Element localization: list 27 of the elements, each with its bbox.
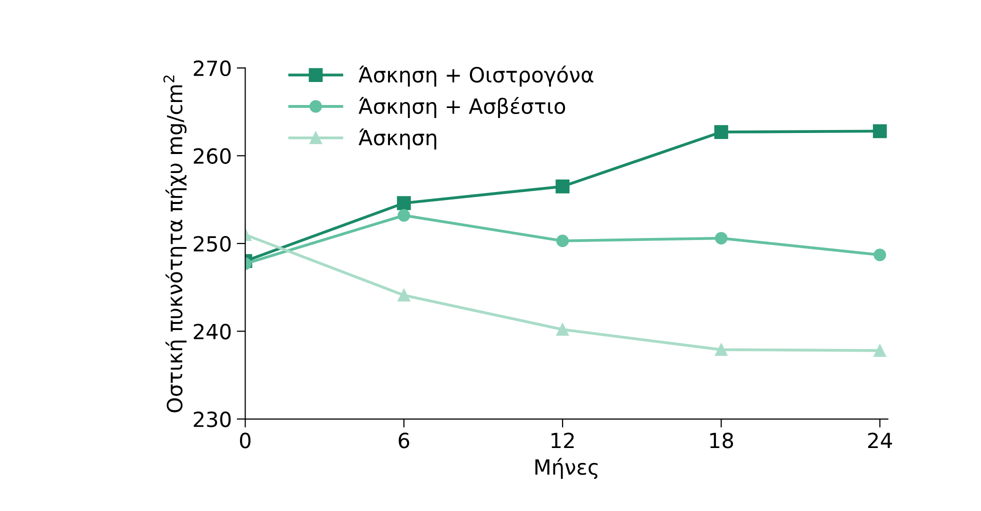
point	[714, 343, 728, 356]
legend-label: Άσκηση	[358, 128, 436, 150]
x-tick-label: 18	[710, 432, 734, 448]
x-tick-label: 6	[398, 432, 410, 448]
x-tick-label: 12	[552, 432, 574, 448]
point	[714, 232, 728, 244]
y-tick-label: 240	[194, 324, 231, 340]
y-tick-label: 260	[194, 148, 231, 164]
point	[398, 289, 410, 302]
legend-label: Άσκηση + Ασβέστιο	[358, 97, 566, 118]
point	[556, 180, 570, 194]
point	[556, 234, 569, 248]
y-tick-label: 230	[194, 411, 231, 428]
point	[714, 125, 728, 139]
x-axis-title: Μήνες	[535, 458, 598, 479]
x-tick-label: 24	[868, 432, 892, 448]
point	[396, 196, 411, 210]
legend-label: Άσκηση + Οιστρογόνα	[358, 66, 594, 87]
point	[872, 124, 887, 138]
y-tick-label: 250	[194, 236, 231, 252]
point	[874, 344, 886, 357]
point	[556, 323, 569, 336]
y-tick-label: 270	[194, 60, 231, 76]
point	[398, 209, 410, 222]
point	[874, 248, 886, 262]
x-tick-label: 0	[240, 432, 250, 448]
y-axis-title: Οστική πυκνότητα πήχυ mg/cm$^{2}$	[163, 76, 187, 412]
